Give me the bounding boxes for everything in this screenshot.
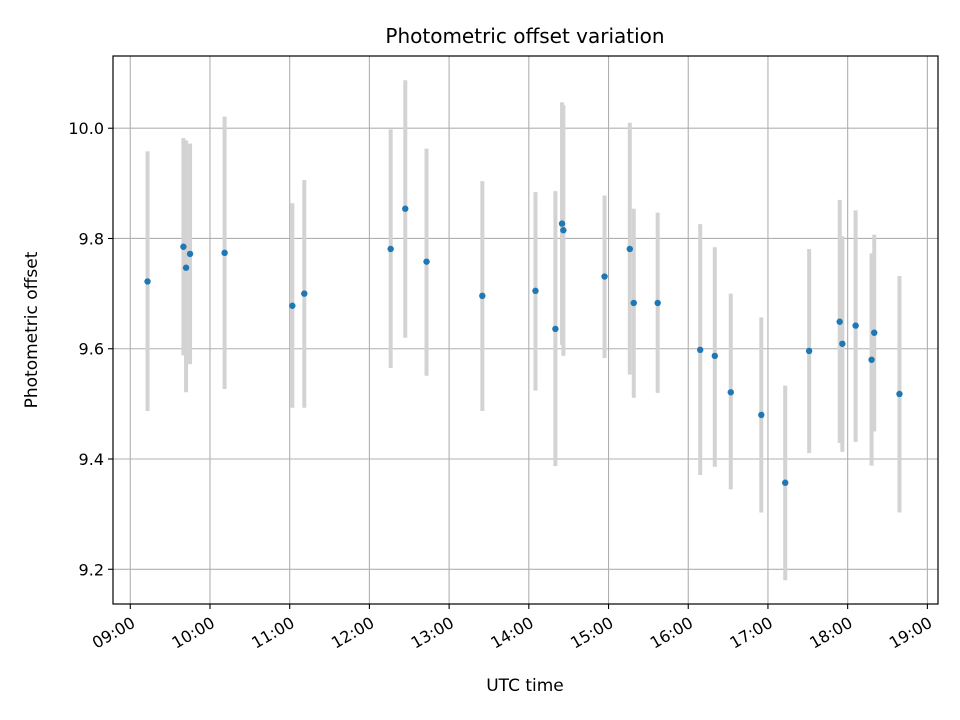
data-point [289, 302, 296, 309]
data-point [144, 278, 151, 285]
data-point [839, 340, 846, 347]
chart-title: Photometric offset variation [385, 24, 664, 48]
grid-lines [113, 56, 938, 604]
data-point [186, 250, 194, 258]
data-point [402, 205, 409, 212]
data-point [758, 411, 765, 419]
data-point [896, 390, 903, 398]
data-point [182, 264, 190, 271]
data-point [532, 287, 539, 295]
data-point [696, 346, 704, 354]
data-point [868, 356, 875, 363]
data-point [727, 389, 734, 396]
data-point [479, 292, 486, 300]
data-point [552, 325, 559, 333]
data-points [144, 205, 903, 486]
data-point [852, 322, 859, 329]
plot-frame [112, 55, 939, 605]
data-point [560, 227, 567, 234]
data-point [630, 299, 637, 307]
data-point [654, 299, 661, 307]
data-point [180, 243, 187, 250]
y-axis-label: Photometric offset [22, 251, 42, 408]
y-tick-label: 9.6 [79, 340, 104, 359]
data-point [558, 220, 566, 227]
y-tick-label: 9.2 [79, 560, 104, 579]
y-tick-label: 9.8 [79, 229, 104, 248]
data-point [782, 479, 789, 486]
data-point [221, 249, 228, 257]
data-point [423, 258, 430, 265]
data-point [626, 245, 633, 253]
data-point [301, 290, 308, 297]
y-tick-label: 10.0 [68, 119, 104, 138]
data-point [711, 352, 719, 360]
data-point [836, 318, 843, 325]
data-point [387, 245, 394, 253]
x-axis-label: UTC time [486, 676, 564, 696]
y-axis-ticks: 9.2 9.4 9.6 9.8 10.0 [68, 119, 113, 579]
y-tick-label: 9.4 [79, 450, 104, 469]
data-point [805, 347, 813, 355]
data-point [601, 273, 608, 280]
data-point [871, 329, 878, 336]
